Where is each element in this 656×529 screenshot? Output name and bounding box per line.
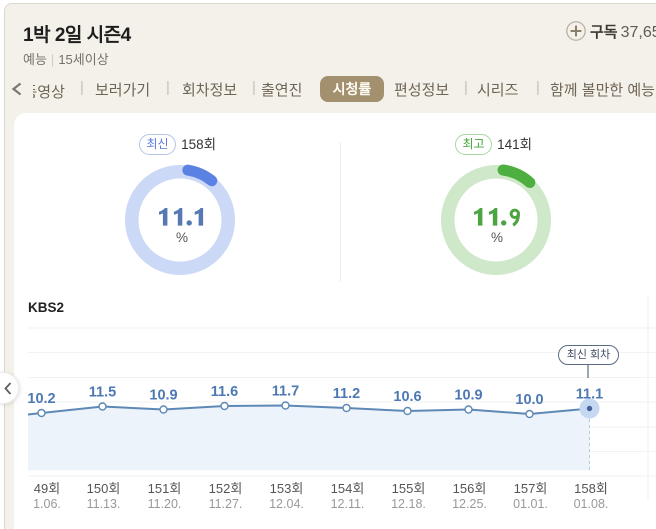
svg-text:1.06.: 1.06. (33, 497, 61, 511)
svg-text:154회: 154회 (331, 481, 365, 496)
svg-text:10.9: 10.9 (149, 388, 177, 404)
svg-text:12.04.: 12.04. (269, 497, 304, 511)
svg-text:12.11.: 12.11. (331, 497, 365, 511)
svg-text:10.9: 10.9 (454, 388, 482, 404)
svg-text:11.27.: 11.27. (209, 497, 243, 511)
svg-text:152회: 152회 (209, 481, 243, 496)
svg-text:157회: 157회 (514, 481, 548, 496)
svg-text:155회: 155회 (392, 481, 426, 496)
svg-text:12.18.: 12.18. (391, 497, 426, 511)
svg-text:11.20.: 11.20. (148, 497, 182, 511)
svg-text:10.6: 10.6 (393, 389, 421, 405)
svg-text:11.6: 11.6 (211, 384, 238, 400)
svg-text:01.01.: 01.01. (513, 497, 548, 511)
svg-text:151회: 151회 (148, 481, 182, 496)
svg-text:11.13.: 11.13. (87, 497, 121, 511)
svg-text:153회: 153회 (270, 481, 304, 496)
svg-text:11.7: 11.7 (272, 384, 299, 400)
svg-text:01.08.: 01.08. (574, 497, 609, 511)
svg-text:10.2: 10.2 (27, 391, 55, 407)
svg-text:158회: 158회 (574, 481, 608, 496)
svg-text:150회: 150회 (87, 481, 121, 496)
svg-text:156회: 156회 (453, 481, 487, 496)
svg-text:11.2: 11.2 (333, 386, 360, 402)
svg-text:11.1: 11.1 (576, 387, 603, 403)
svg-text:49회: 49회 (34, 481, 60, 496)
svg-text:12.25.: 12.25. (452, 497, 487, 511)
svg-text:11.5: 11.5 (89, 385, 116, 401)
svg-text:10.0: 10.0 (515, 392, 543, 408)
